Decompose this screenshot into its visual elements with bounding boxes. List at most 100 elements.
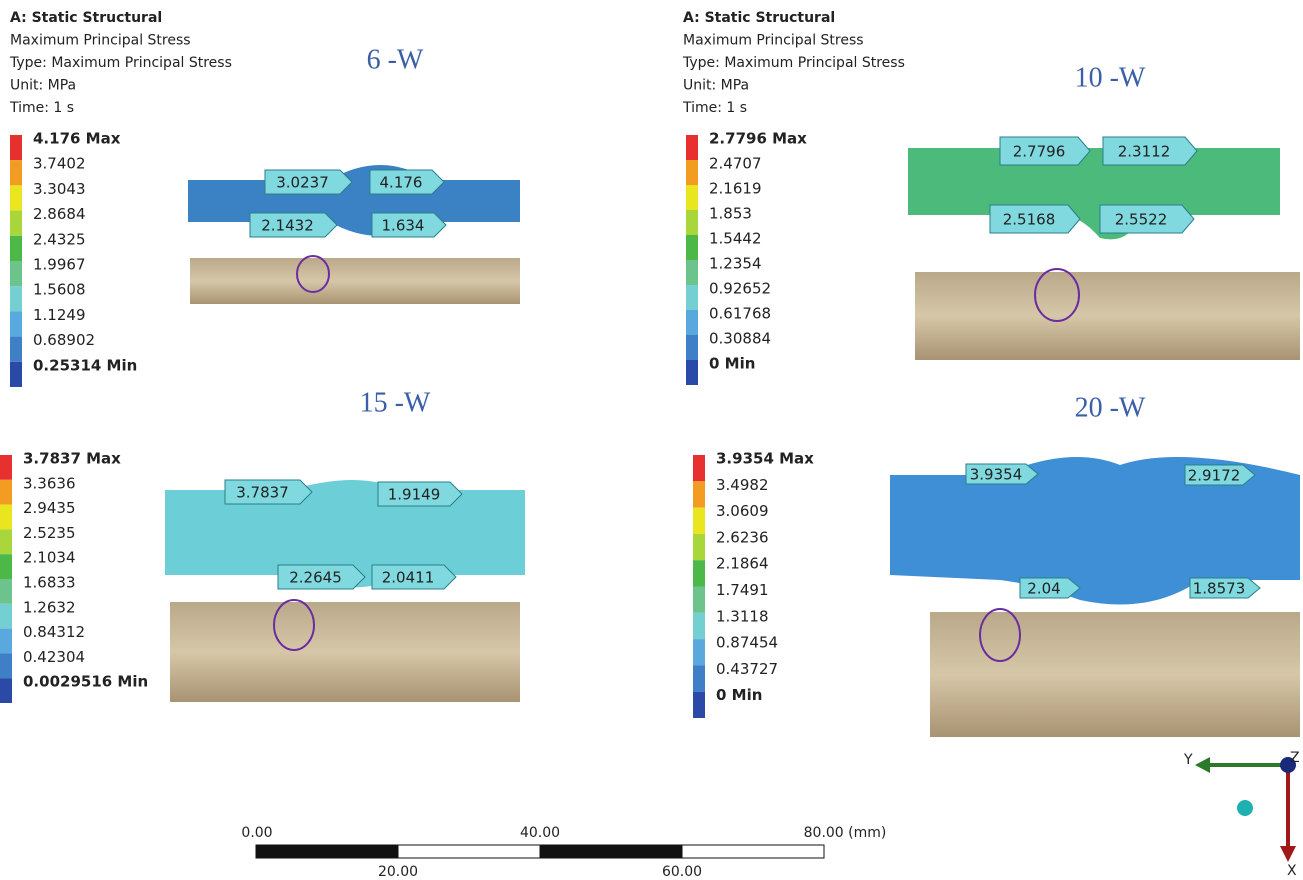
legend-label: 2.6236 (716, 528, 769, 546)
legend-swatch (10, 362, 22, 387)
legend-label: 2.9435 (23, 499, 76, 517)
specimen-photo (915, 272, 1300, 360)
figure-canvas: A: Static Structural Maximum Principal St… (0, 0, 1303, 880)
legend-swatch (10, 185, 22, 210)
legend-label: 0.42304 (23, 648, 85, 666)
triad-label: Z (1290, 750, 1300, 766)
scale-label: 40.00 (520, 825, 560, 841)
legend-label: 0.30884 (709, 330, 771, 348)
legend-label: 1.1249 (33, 306, 86, 324)
probe-value: 2.04 (1027, 580, 1060, 598)
probe-value: 2.2645 (289, 569, 342, 587)
legend-swatch (0, 505, 12, 530)
scale-label: 60.00 (662, 864, 702, 880)
legend-label: 2.1864 (716, 555, 769, 573)
panel-label: 15 -W (360, 387, 431, 418)
scale-segment (398, 845, 540, 858)
legend-swatch (686, 310, 698, 335)
probe-value: 2.9172 (1188, 467, 1241, 485)
header-line: Maximum Principal Stress (10, 33, 191, 49)
legend-swatch (693, 508, 705, 534)
specimen-photo (930, 612, 1300, 737)
probe-value: 3.7837 (236, 484, 289, 502)
legend-swatch (693, 534, 705, 560)
legend-label: 2.7796 Max (709, 130, 807, 148)
legend-swatch (686, 185, 698, 210)
legend-label: 1.3118 (716, 607, 769, 625)
probe-value: 2.1432 (261, 217, 314, 235)
legend-swatch (686, 235, 698, 260)
stress-model (188, 165, 520, 236)
legend-label: 0.43727 (716, 660, 778, 678)
legend-label: 2.8684 (33, 205, 86, 223)
legend-label: 0.87454 (716, 634, 778, 652)
legend-swatch (10, 160, 22, 185)
legend-swatch (686, 335, 698, 360)
probe-value: 3.0237 (276, 174, 329, 192)
header-line: Time: 1 s (9, 100, 74, 116)
header-line: Unit: MPa (10, 78, 76, 94)
header-line: A: Static Structural (10, 10, 162, 26)
legend-label: 0 Min (709, 355, 755, 373)
scale-label: 20.00 (378, 864, 418, 880)
legend-swatch (693, 613, 705, 639)
legend-swatch (686, 360, 698, 385)
legend-label: 4.176 Max (33, 130, 121, 148)
legend-label: 3.7837 Max (23, 450, 121, 468)
probe-value: 2.5522 (1115, 211, 1168, 229)
legend-swatch (693, 587, 705, 613)
legend-label: 2.1034 (23, 549, 76, 567)
probe-value: 2.7796 (1013, 143, 1066, 161)
legend-swatch (0, 579, 12, 604)
legend-swatch (0, 529, 12, 554)
scale-label: 0.00 (241, 825, 272, 841)
legend-swatch (10, 135, 22, 160)
legend-swatch (10, 236, 22, 261)
probe-value: 3.9354 (970, 466, 1023, 484)
scale-label: 80.00 (mm) (804, 825, 887, 841)
header-line: A: Static Structural (683, 10, 835, 26)
header-line: Type: Maximum Principal Stress (682, 55, 905, 71)
legend-label: 1.2632 (23, 598, 76, 616)
header-line: Unit: MPa (683, 78, 749, 94)
legend-swatch (0, 455, 12, 480)
legend-swatch (693, 455, 705, 481)
probe-value: 1.8573 (1193, 580, 1246, 598)
legend-label: 0.25314 Min (33, 356, 137, 374)
specimen-photo (190, 258, 520, 304)
legend-swatch (686, 210, 698, 235)
legend-label: 3.9354 Max (716, 450, 814, 468)
triad-label: Y (1183, 752, 1193, 768)
probe-value: 4.176 (380, 174, 423, 192)
legend-swatch (0, 629, 12, 654)
triad-ball (1237, 800, 1253, 816)
legend-swatch (0, 653, 12, 678)
stress-model (908, 148, 1280, 239)
legend-label: 1.5442 (709, 230, 762, 248)
legend-label: 3.7402 (33, 155, 86, 173)
legend-label: 1.9967 (33, 256, 86, 274)
probe-value: 1.9149 (388, 486, 441, 504)
legend-swatch (693, 665, 705, 691)
legend-swatch (0, 678, 12, 703)
legend-swatch (10, 311, 22, 336)
figure: A: Static Structural Maximum Principal St… (0, 0, 1303, 880)
legend-label: 0.61768 (709, 305, 771, 323)
scale-segment (540, 845, 682, 858)
legend-label: 1.853 (709, 205, 752, 223)
legend-swatch (10, 337, 22, 362)
legend-label: 0.0029516 Min (23, 673, 148, 691)
probe-value: 2.0411 (382, 569, 435, 587)
triad-y-head (1195, 757, 1210, 773)
legend-swatch (0, 554, 12, 579)
legend-label: 3.4982 (716, 476, 769, 494)
header-line: Type: Maximum Principal Stress (9, 55, 232, 71)
legend-label: 0.84312 (23, 623, 85, 641)
scale-segment (682, 845, 824, 858)
legend-label: 3.0609 (716, 502, 769, 520)
legend-swatch (10, 261, 22, 286)
legend-label: 1.7491 (716, 581, 769, 599)
scale-segment (256, 845, 398, 858)
legend-label: 1.6833 (23, 574, 76, 592)
specimen-photo (170, 602, 520, 702)
